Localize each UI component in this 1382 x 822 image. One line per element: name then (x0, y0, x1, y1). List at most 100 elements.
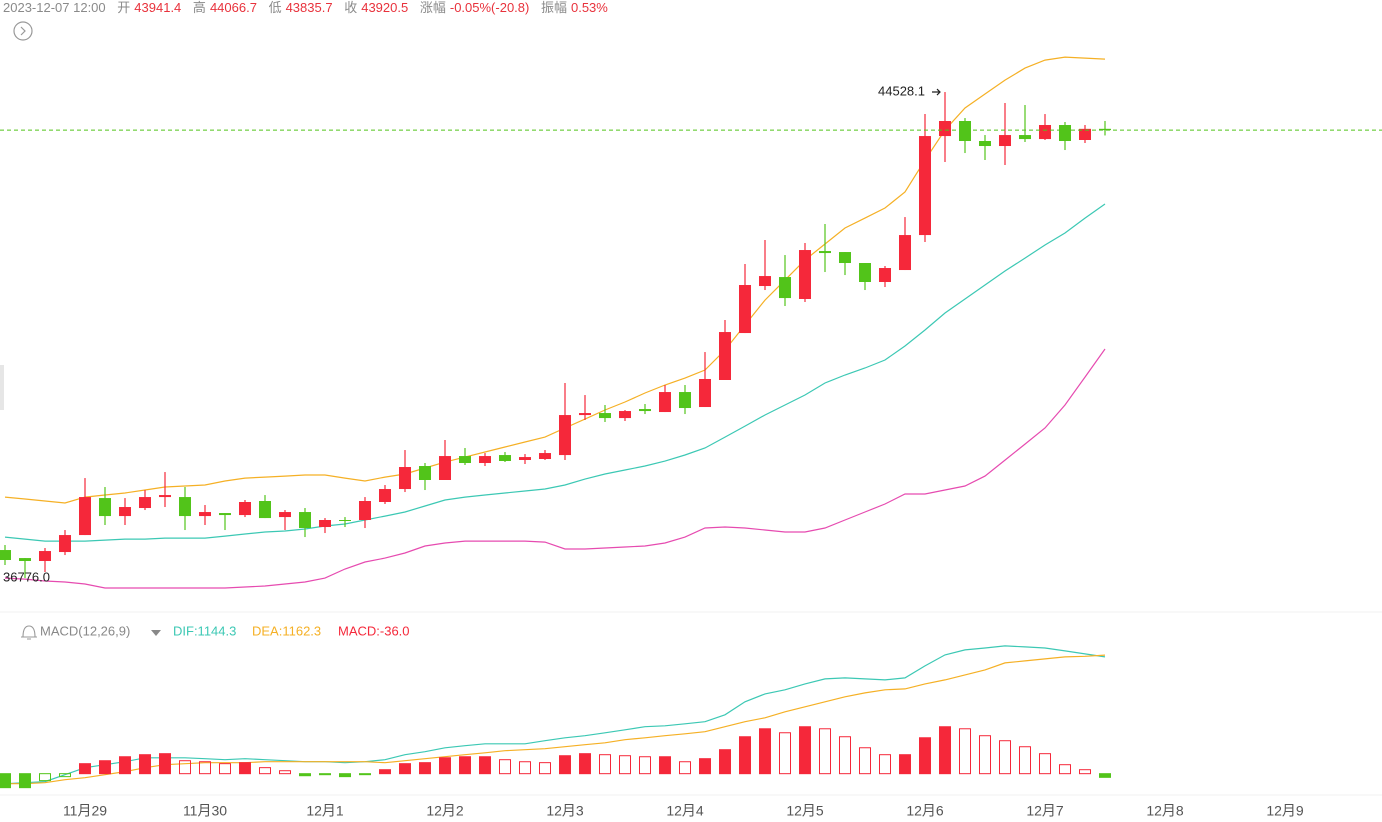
x-tick-label: 12月1 (306, 803, 344, 819)
candle-body (959, 121, 971, 142)
macd-bar (19, 773, 31, 789)
macd-bar (339, 773, 351, 778)
candle-body (719, 332, 731, 380)
macd-bar (519, 761, 531, 775)
candle-body (179, 497, 191, 517)
low-label: 低 (268, 0, 282, 15)
candle-body (739, 285, 751, 334)
candle-body (539, 453, 551, 459)
candle-body (579, 413, 591, 416)
candle-body (999, 135, 1011, 147)
macd-bar (779, 732, 791, 775)
macd-bar (139, 754, 151, 775)
candle-body (919, 136, 931, 236)
candle-body (139, 497, 151, 509)
macd-bar (799, 726, 811, 775)
macd-bar (359, 773, 371, 776)
max-label: 44528.1 (878, 83, 925, 98)
macd-bar (819, 728, 831, 775)
x-tick-label: 12月7 (1026, 803, 1064, 819)
max-arrow (932, 88, 941, 96)
macd-bar (759, 728, 771, 775)
macd-bar (599, 754, 611, 775)
macd-bar (739, 736, 751, 775)
macd-bar (1079, 769, 1091, 775)
macd-bar (39, 773, 51, 782)
candle-body (59, 535, 71, 553)
candle-body (1059, 125, 1071, 142)
macd-bar (219, 763, 231, 775)
candle-body (219, 513, 231, 516)
candle-body (379, 489, 391, 503)
x-tick-label: 12月9 (1266, 803, 1304, 819)
time: 2023-12-07 12:00 (3, 0, 106, 15)
amplitude-label: 振幅 (540, 0, 567, 15)
macd-bar (159, 753, 171, 775)
candle-body (39, 551, 51, 562)
band-line (4, 203, 1106, 542)
candle-body (699, 378, 711, 408)
x-tick-label: 12月8 (1146, 803, 1184, 819)
candle-body (439, 456, 451, 480)
candle-body (679, 392, 691, 409)
x-tick-label: 12月2 (426, 803, 464, 819)
macd-bar (999, 740, 1011, 775)
macd-line (5, 654, 1106, 785)
macd-bar (299, 773, 311, 777)
candle-body (799, 250, 811, 299)
macd-bar (1039, 753, 1051, 775)
high-label: 高 (192, 0, 206, 15)
open-value: 43941.4 (134, 0, 182, 15)
legend-entry: DIF:1144.3 (173, 623, 236, 638)
side-tab[interactable] (0, 365, 4, 410)
macd-bar (439, 757, 451, 775)
macd-bar (539, 762, 551, 775)
macd-line (4, 645, 1106, 785)
x-tick-label: 12月6 (906, 803, 944, 819)
candle-body (319, 520, 331, 528)
dropdown-arrow[interactable] (151, 630, 161, 636)
candle-body (79, 497, 91, 536)
candle-body (119, 507, 131, 517)
candle-body (899, 235, 911, 271)
expand-button[interactable] (13, 21, 33, 41)
candle-body (339, 520, 351, 522)
amplitude-value: 0.53% (570, 0, 608, 15)
macd-bar (979, 735, 991, 775)
macd-bar (379, 769, 391, 775)
x-tick-label: 11月29 (63, 803, 107, 819)
macd-bar (939, 726, 951, 775)
macd-bar (59, 773, 71, 778)
macd-bar (659, 756, 671, 775)
candle-body (1099, 128, 1111, 131)
legend-entry: DEA:1162.3 (252, 623, 321, 638)
macd-bar (199, 761, 211, 775)
macd-bar (1099, 773, 1111, 778)
candle-body (779, 277, 791, 299)
candle-body (1039, 125, 1051, 140)
candle-body (499, 455, 511, 462)
candle-body (519, 457, 531, 460)
candle-body (599, 413, 611, 419)
macd-bar (119, 756, 131, 775)
x-tick-label: 12月3 (546, 803, 584, 819)
macd-bar (99, 760, 111, 775)
macd-title: MACD(12,26,9) (40, 623, 130, 638)
candle-body (419, 466, 431, 480)
macd-bar (879, 754, 891, 775)
change-value: -0.05%(-20.8) (449, 0, 530, 15)
macd-bar (699, 758, 711, 775)
candle-body (639, 409, 651, 412)
candle-body (559, 415, 571, 456)
x-tick-label: 11月30 (183, 803, 227, 819)
x-tick-label: 12月5 (786, 803, 824, 819)
close-value: 43920.5 (361, 0, 409, 15)
candle-body (19, 558, 31, 562)
macd-bar (179, 760, 191, 775)
macd-bar (899, 754, 911, 775)
candle-body (459, 456, 471, 464)
candle-body (399, 467, 411, 490)
candle-body (759, 276, 771, 287)
macd-settings[interactable] (21, 625, 37, 640)
